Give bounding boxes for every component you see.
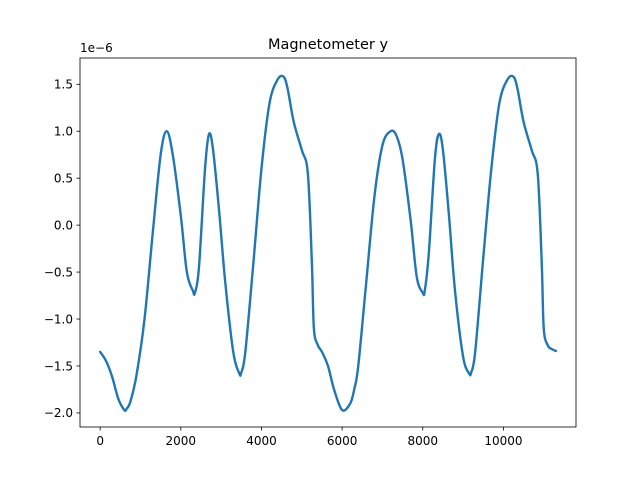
chart-title: Magnetometer y: [268, 37, 388, 53]
y-tick-label: −2.0: [44, 406, 73, 420]
y-tick-label: 1.5: [54, 78, 73, 92]
y-offset-label: 1e−6: [80, 41, 113, 55]
x-tick-label: 6000: [327, 434, 358, 448]
y-tick-label: 1.0: [54, 125, 73, 139]
series-layer: [98, 74, 558, 413]
x-axis: 0 2000 4000 6000 8000 10000: [96, 427, 523, 448]
x-tick-label: 4000: [246, 434, 277, 448]
y-tick-label: 0.0: [54, 218, 73, 232]
y-tick-label: −0.5: [44, 265, 73, 279]
plot-frame: [79, 57, 577, 428]
plot-area: [80, 58, 576, 427]
x-tick-label: 10000: [484, 434, 522, 448]
x-tick-label: 0: [96, 434, 104, 448]
y-tick-label: −1.5: [44, 359, 73, 373]
x-tick-label: 2000: [166, 434, 197, 448]
y-tick-label: 0.5: [54, 171, 73, 185]
series-line: [98, 74, 558, 413]
x-tick-label: 8000: [407, 434, 438, 448]
y-tick-label: −1.0: [44, 312, 73, 326]
y-axis: −2.0 −1.5 −1.0 −0.5 0.0 0.5 1.0 1.5: [44, 78, 80, 420]
